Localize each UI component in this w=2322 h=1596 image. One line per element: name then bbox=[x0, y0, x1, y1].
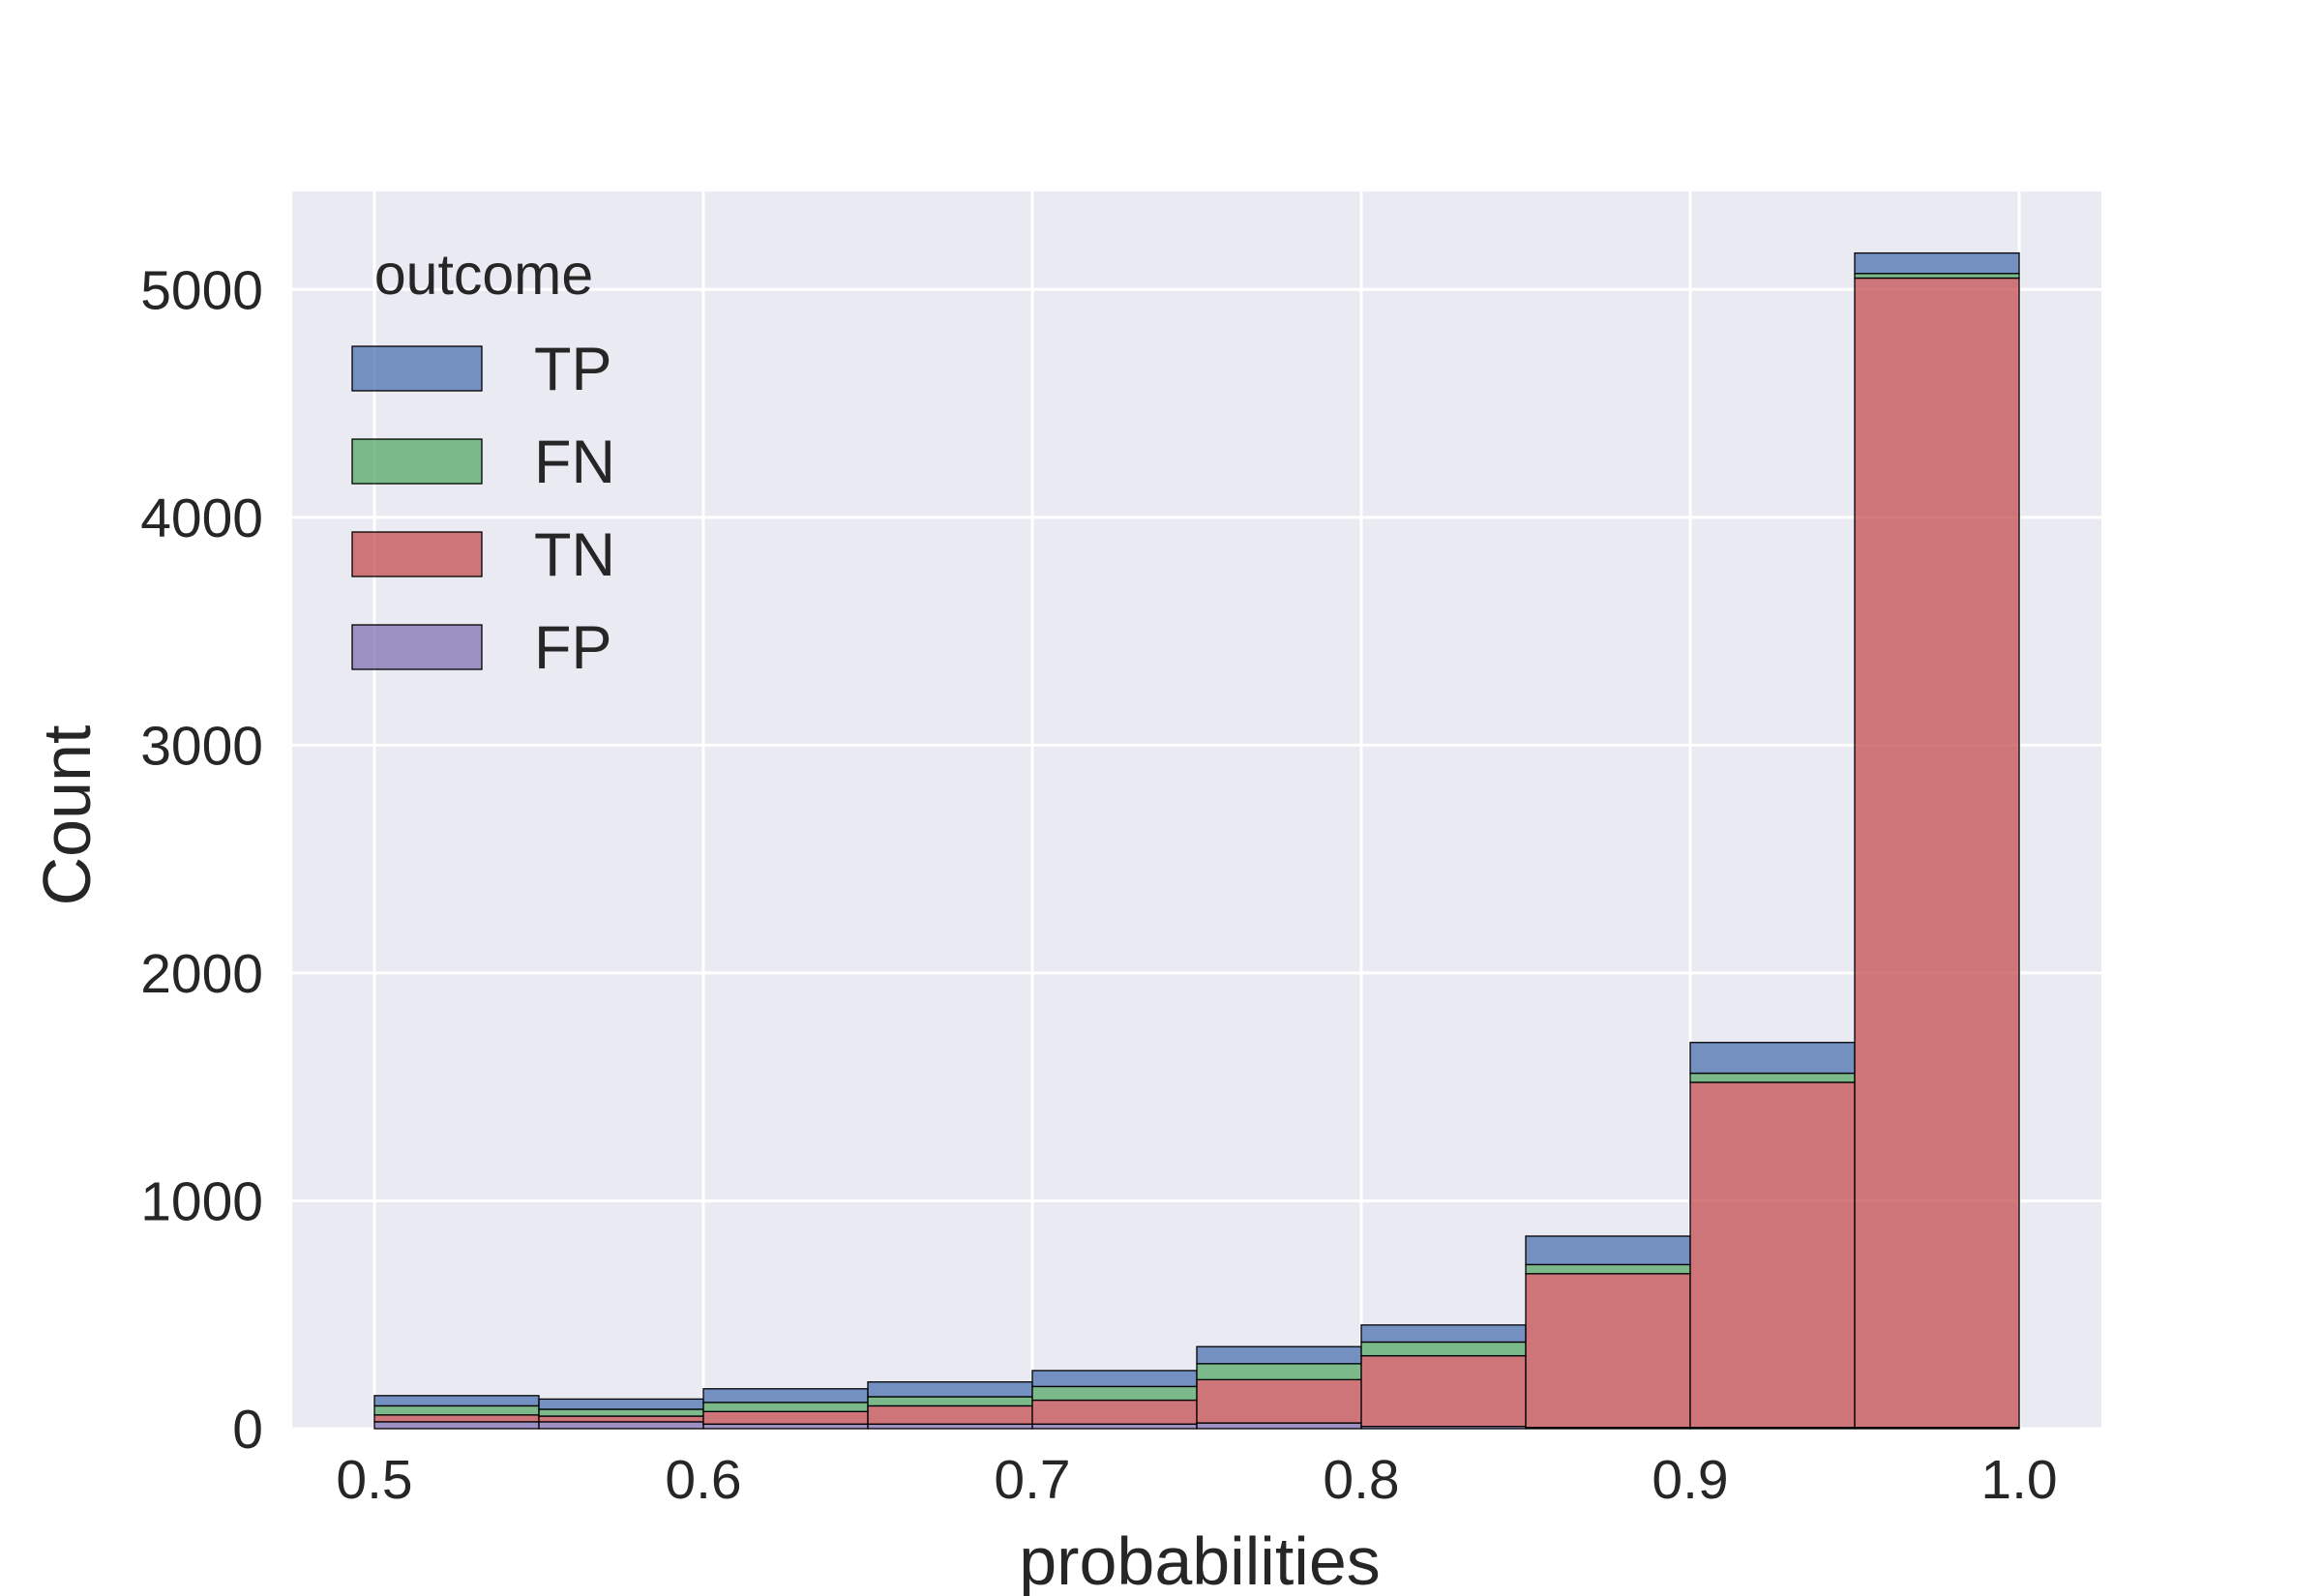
bar-fn bbox=[1525, 1263, 1691, 1275]
bar-tn bbox=[538, 1415, 704, 1423]
y-axis-ticks: 0 1000 2000 3000 4000 5000 bbox=[140, 259, 263, 1461]
x-tick-label: 0.7 bbox=[994, 1449, 1070, 1511]
stacked-bars bbox=[373, 251, 2020, 1430]
bar-fn bbox=[538, 1408, 704, 1417]
legend-label-tn: TN bbox=[534, 521, 615, 589]
bar-tp bbox=[373, 1395, 540, 1407]
bar-fp bbox=[538, 1421, 704, 1430]
bar-tn bbox=[1854, 277, 2020, 1429]
y-tick-label: 0 bbox=[232, 1399, 263, 1461]
y-axis-label: Count bbox=[29, 725, 104, 906]
x-tick-label: 0.5 bbox=[336, 1449, 412, 1511]
legend-swatch-fp bbox=[351, 624, 483, 670]
bar-tp bbox=[1689, 1042, 1856, 1075]
bar-fn bbox=[1689, 1072, 1856, 1083]
x-tick-label: 1.0 bbox=[1980, 1449, 2057, 1511]
x-tick-label: 0.6 bbox=[665, 1449, 741, 1511]
bar-fp bbox=[1196, 1422, 1362, 1430]
bar-fn bbox=[702, 1402, 869, 1412]
legend-label-fp: FP bbox=[534, 614, 612, 682]
legend-items: TP FN TN FP bbox=[351, 336, 615, 682]
bar-tp bbox=[1196, 1345, 1362, 1365]
legend-label-fn: FN bbox=[534, 429, 615, 496]
bar-fp bbox=[373, 1421, 540, 1430]
legend-label-tp: TP bbox=[534, 336, 612, 403]
bar-tn bbox=[1689, 1081, 1856, 1429]
bar-fp bbox=[1031, 1423, 1198, 1430]
bar-tp bbox=[1360, 1324, 1527, 1344]
legend-swatch-fn bbox=[351, 438, 483, 485]
x-tick-label: 0.9 bbox=[1652, 1449, 1728, 1511]
bar-tp bbox=[867, 1381, 1033, 1398]
x-tick-label: 0.8 bbox=[1323, 1449, 1399, 1511]
bar-fn bbox=[1854, 273, 2020, 280]
y-tick-label: 4000 bbox=[140, 488, 263, 549]
bar-tn bbox=[1360, 1354, 1527, 1428]
legend: outcome TP FN TN FP bbox=[351, 243, 615, 682]
y-tick-label: 5000 bbox=[140, 259, 263, 321]
bar-tp bbox=[702, 1388, 869, 1404]
bar-fn bbox=[1196, 1363, 1362, 1381]
bar-tn bbox=[867, 1404, 1033, 1425]
grid-lines bbox=[292, 192, 2101, 1431]
bar-fp bbox=[867, 1423, 1033, 1430]
y-tick-label: 2000 bbox=[140, 943, 263, 1005]
bar-tn bbox=[1031, 1399, 1198, 1425]
bar-tn bbox=[373, 1414, 540, 1423]
legend-swatch-tn bbox=[351, 531, 483, 577]
y-tick-label: 3000 bbox=[140, 715, 263, 777]
y-tick-label: 1000 bbox=[140, 1170, 263, 1232]
bar-tp bbox=[1525, 1235, 1691, 1266]
x-axis-label: probabilities bbox=[1019, 1523, 1381, 1596]
bar-fn bbox=[1360, 1341, 1527, 1357]
legend-swatch-tp bbox=[351, 345, 483, 392]
legend-title: outcome bbox=[374, 243, 593, 307]
bar-fn bbox=[1031, 1385, 1198, 1402]
bar-fp bbox=[702, 1423, 869, 1430]
bar-tn bbox=[702, 1410, 869, 1425]
x-axis-ticks: 0.5 0.6 0.7 0.8 0.9 1.0 bbox=[336, 1449, 2057, 1511]
bar-tp bbox=[1854, 251, 2020, 275]
bar-fn bbox=[867, 1396, 1033, 1407]
bar-tp bbox=[1031, 1370, 1198, 1388]
bar-tp bbox=[538, 1398, 704, 1410]
bar-tn bbox=[1525, 1273, 1691, 1429]
bar-fn bbox=[373, 1404, 540, 1416]
bar-tn bbox=[1196, 1378, 1362, 1424]
